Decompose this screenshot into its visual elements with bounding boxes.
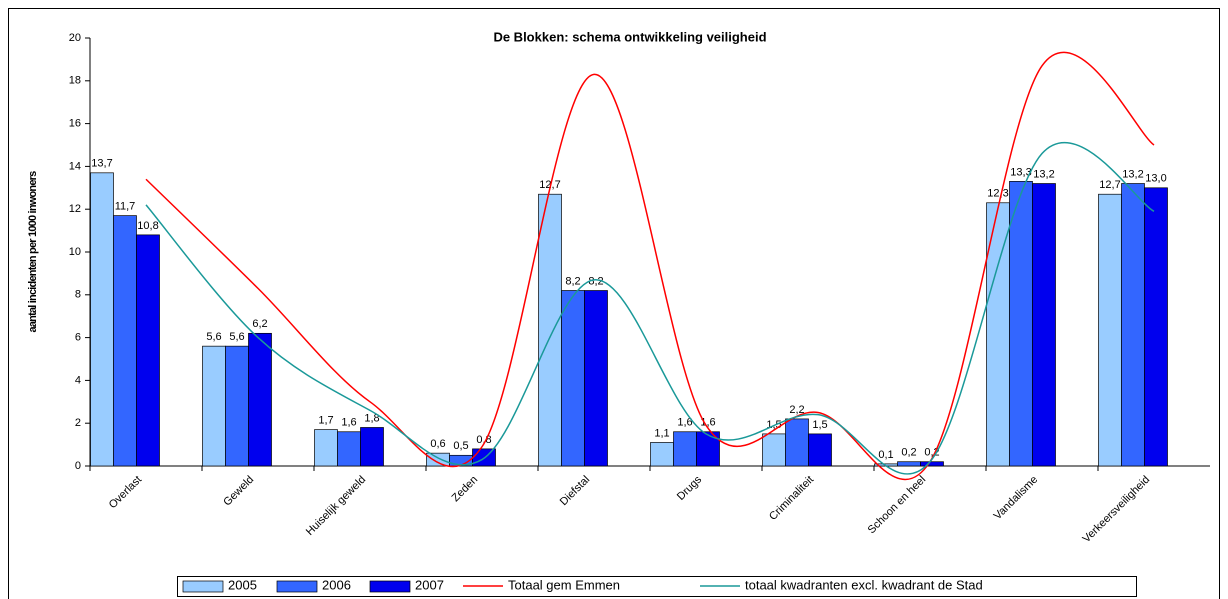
data-label: 0,5 — [453, 440, 468, 452]
data-label: 0,2 — [901, 447, 916, 459]
y-tick-label: 0 — [75, 460, 81, 472]
data-label: 0,6 — [430, 438, 445, 450]
bar — [248, 332, 272, 467]
y-tick-label: 20 — [69, 32, 81, 44]
bar — [1032, 183, 1056, 467]
data-label: 12,7 — [539, 179, 560, 191]
bar — [808, 433, 832, 467]
data-label: 13,2 — [1033, 168, 1054, 180]
bar — [136, 234, 160, 467]
data-label: 2,2 — [789, 404, 804, 416]
legend-swatch — [182, 580, 224, 593]
bar — [785, 418, 809, 467]
bar — [426, 452, 450, 467]
chart-title: De Blokken: schema ontwikkeling veilighe… — [493, 29, 766, 44]
data-label: 8,2 — [565, 275, 580, 287]
bar — [561, 290, 585, 467]
y-tick-label: 14 — [69, 160, 81, 172]
legend-label: Totaal gem Emmen — [508, 577, 620, 592]
data-label: 13,7 — [91, 158, 112, 170]
data-label: 1,1 — [654, 427, 669, 439]
bar — [584, 290, 608, 467]
bar — [337, 431, 361, 467]
data-label: 11,7 — [115, 201, 136, 213]
bar — [90, 172, 114, 467]
bar — [696, 431, 720, 467]
y-tick-label: 12 — [69, 203, 81, 215]
bar — [650, 442, 674, 467]
data-label: 1,5 — [812, 419, 827, 431]
bar — [314, 429, 338, 467]
y-tick-label: 18 — [69, 75, 81, 87]
y-tick-label: 4 — [75, 374, 81, 386]
legend-swatch — [369, 580, 411, 593]
data-label: 12,7 — [1099, 179, 1120, 191]
bar — [762, 433, 786, 467]
y-tick-label: 8 — [75, 289, 81, 301]
data-label: 5,6 — [229, 331, 244, 343]
bar — [1121, 183, 1145, 467]
line — [145, 142, 1155, 475]
legend-box — [177, 576, 1137, 597]
bar — [113, 215, 137, 467]
bar — [673, 431, 697, 467]
y-tick-label: 2 — [75, 417, 81, 429]
bar — [1098, 193, 1122, 467]
y-tick-label: 6 — [75, 332, 81, 344]
bar — [538, 193, 562, 467]
data-label: 1,6 — [700, 417, 715, 429]
legend-label: 2007 — [415, 577, 444, 592]
data-label: 1,7 — [318, 415, 333, 427]
data-label: 5,6 — [206, 331, 221, 343]
data-label: 13,3 — [1010, 166, 1031, 178]
data-label: 1,6 — [677, 417, 692, 429]
bar — [897, 461, 921, 467]
data-label: 1,8 — [364, 412, 379, 424]
bar — [360, 427, 384, 467]
data-label: 6,2 — [252, 318, 267, 330]
y-tick-label: 10 — [69, 246, 81, 258]
data-label: 1,6 — [341, 417, 356, 429]
bar — [202, 345, 226, 467]
y-tick-label: 16 — [69, 118, 81, 130]
data-label: 0,1 — [878, 449, 893, 461]
bar — [920, 461, 944, 467]
y-axis-label: aantal incidenten per 1000 inwoners — [27, 171, 39, 333]
data-label: 13,2 — [1122, 168, 1143, 180]
legend-label: 2006 — [322, 577, 351, 592]
data-label: 12,3 — [987, 188, 1008, 200]
bar — [1144, 187, 1168, 467]
legend-label: 2005 — [228, 577, 257, 592]
line — [145, 51, 1155, 481]
data-label: 10,8 — [137, 220, 158, 232]
data-label: 13,0 — [1145, 173, 1166, 185]
bar — [1009, 181, 1033, 467]
data-label: 8,2 — [588, 275, 603, 287]
legend-label: totaal kwadranten excl. kwadrant de Stad — [745, 577, 983, 592]
bar — [225, 345, 249, 467]
legend-swatch — [276, 580, 318, 593]
